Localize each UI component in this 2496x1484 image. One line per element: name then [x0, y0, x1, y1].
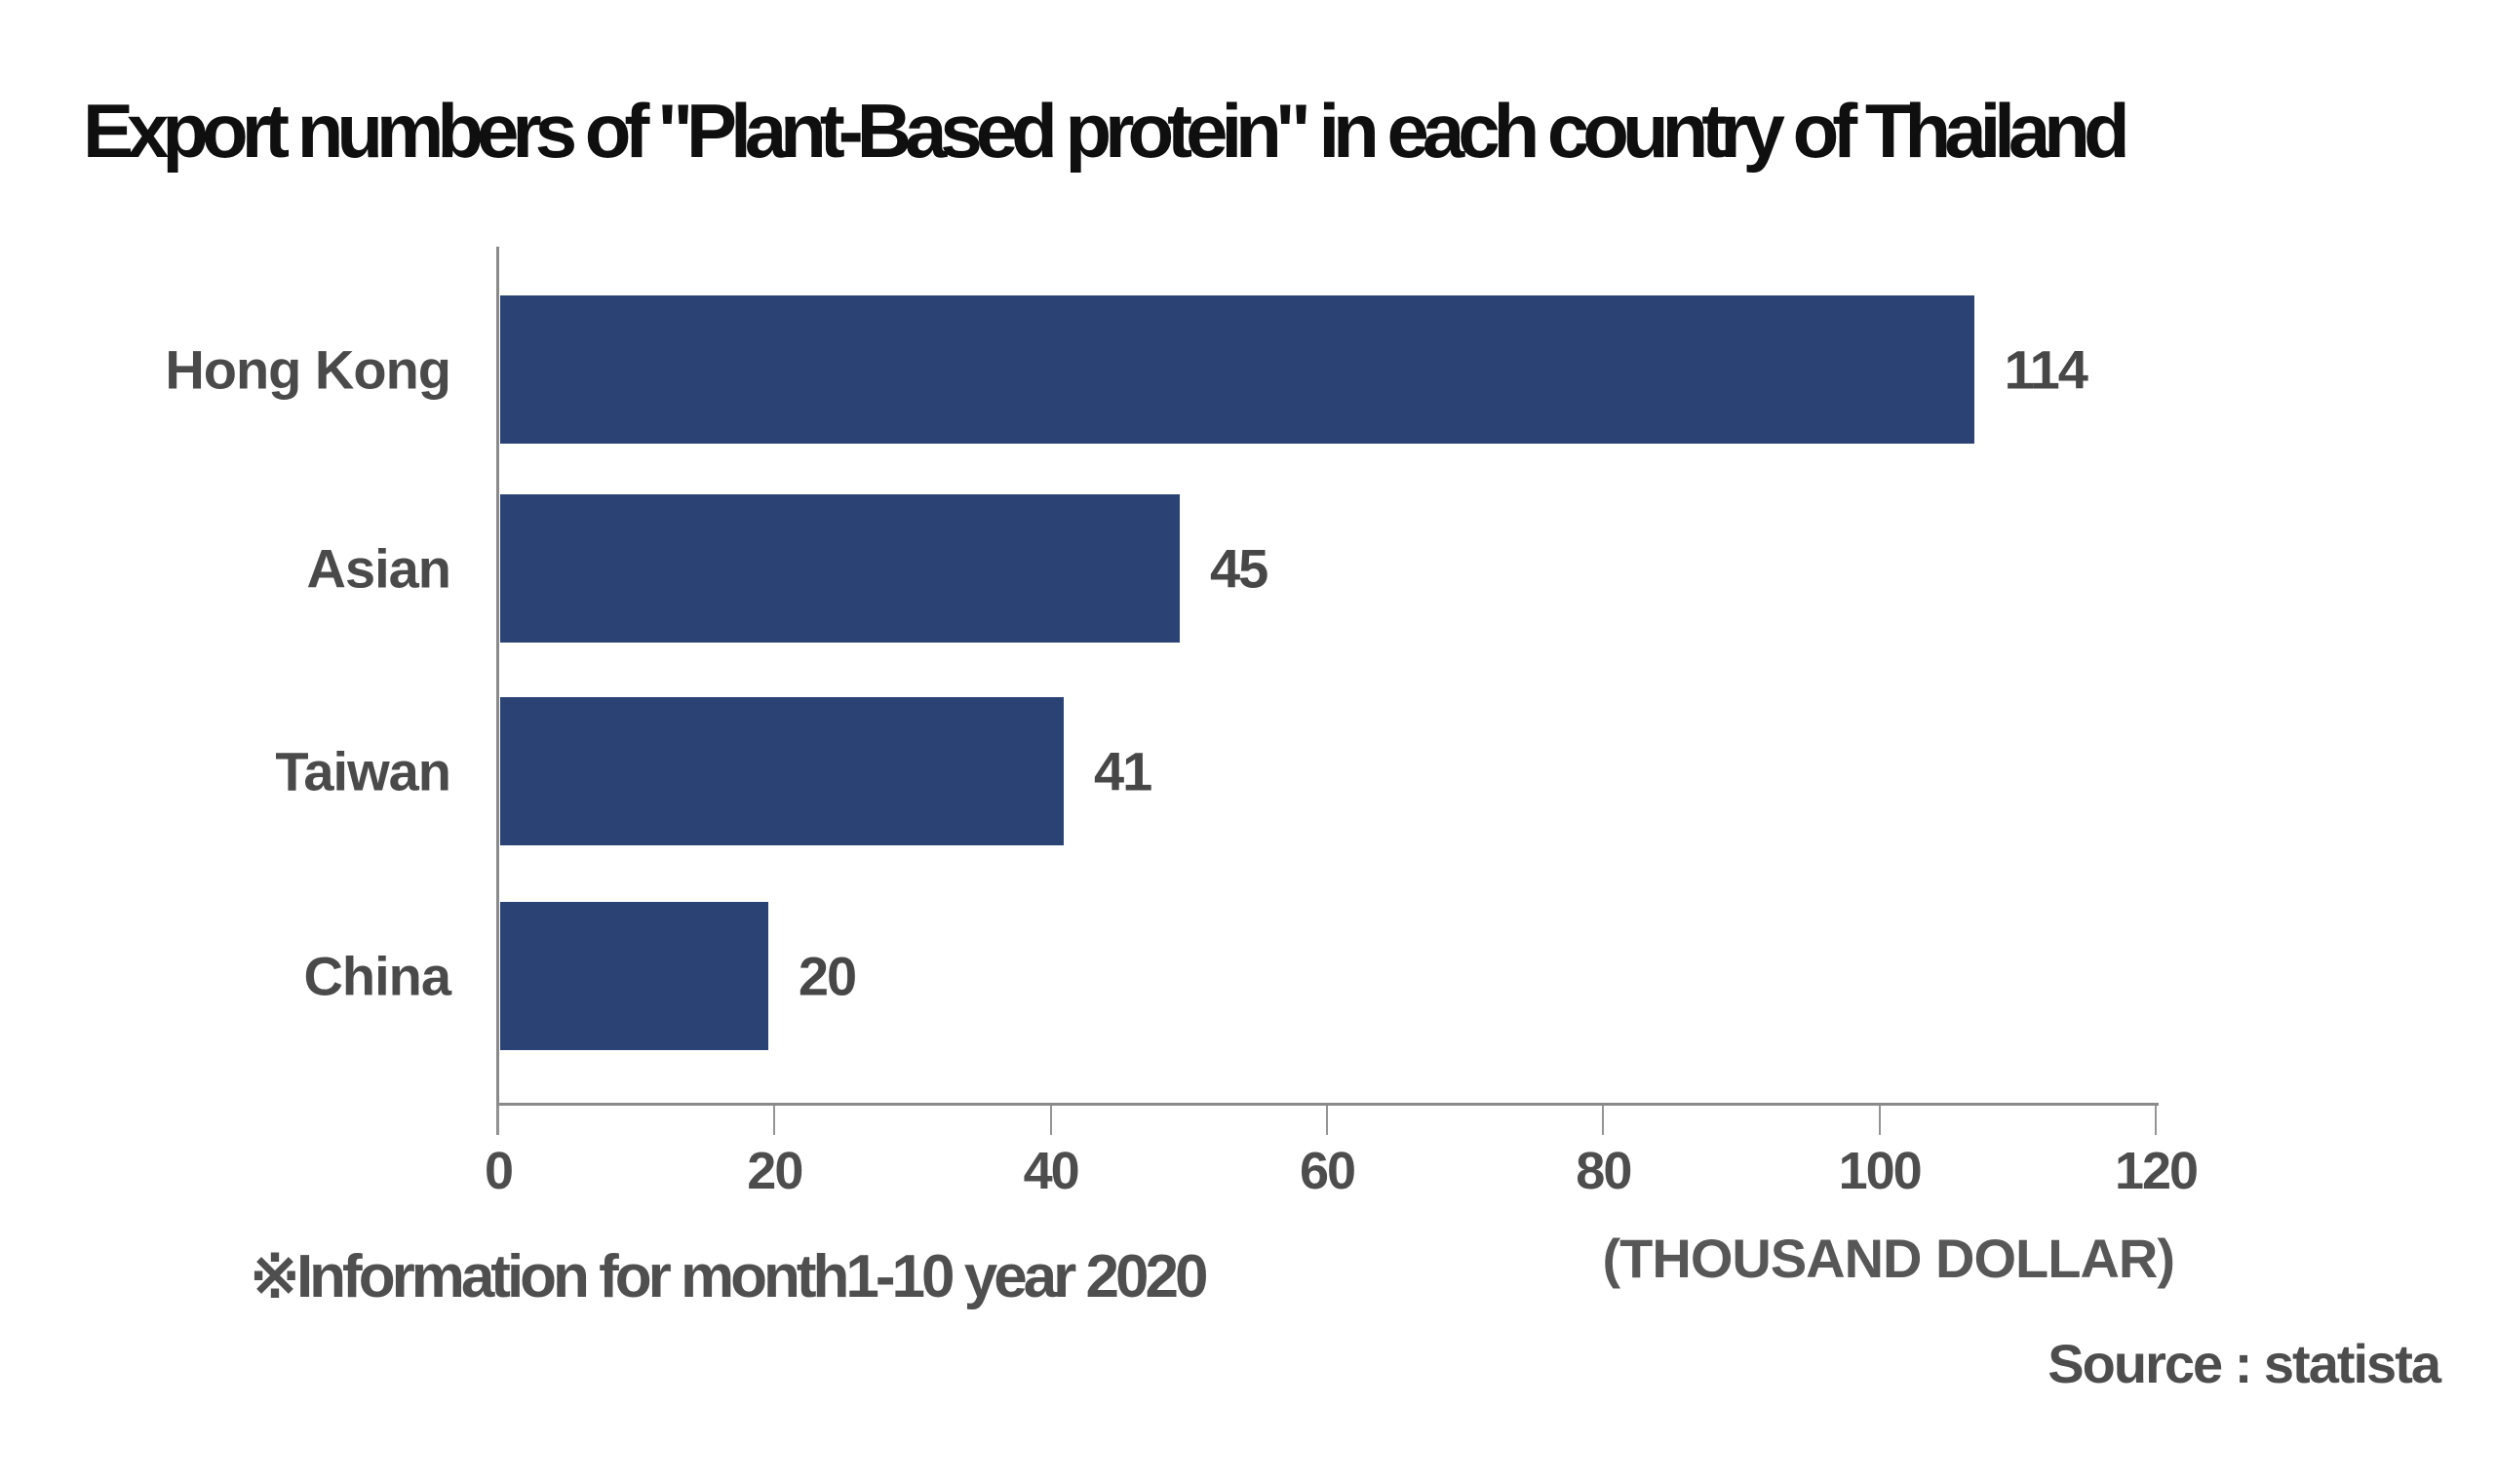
- x-tick-label: 80: [1576, 1142, 1632, 1200]
- bar-hong-kong: [500, 295, 1974, 444]
- x-tick-label: 120: [2114, 1142, 2199, 1200]
- bar-taiwan: [500, 697, 1064, 845]
- x-tick-mark: [1602, 1106, 1605, 1135]
- x-tick-mark: [1326, 1106, 1328, 1135]
- x-tick-mark: [1049, 1106, 1052, 1135]
- x-tick-mark: [1878, 1106, 1881, 1135]
- source-credit: Source : statista: [2048, 1333, 2441, 1394]
- category-label: Taiwan: [275, 740, 451, 802]
- x-tick-label: 60: [1299, 1142, 1356, 1200]
- value-label: 45: [1210, 537, 1268, 600]
- bar-china: [500, 902, 768, 1050]
- category-label: Hong Kong: [165, 338, 451, 401]
- x-tick-label: 0: [484, 1142, 514, 1200]
- x-tick-label: 100: [1838, 1142, 1923, 1200]
- x-axis-line: [496, 1103, 2159, 1106]
- y-axis-line: [496, 247, 499, 1135]
- x-tick-mark: [2155, 1106, 2157, 1135]
- category-label: Asian: [306, 537, 452, 600]
- chart-title: Export numbers of "Plant-Based protein" …: [83, 88, 2130, 174]
- value-label: 114: [2004, 338, 2088, 401]
- x-tick-mark: [773, 1106, 776, 1135]
- value-label: 41: [1094, 740, 1152, 802]
- bar-asian: [500, 494, 1180, 643]
- value-label: 20: [798, 945, 857, 1007]
- x-tick-mark: [497, 1106, 499, 1135]
- footnote: ※Information for month1-10 year 2020: [250, 1243, 1208, 1310]
- x-tick-label: 40: [1023, 1142, 1080, 1200]
- category-label: China: [303, 945, 451, 1007]
- x-axis-unit-label: (THOUSAND DOLLAR): [1602, 1228, 2175, 1289]
- x-tick-label: 20: [747, 1142, 803, 1200]
